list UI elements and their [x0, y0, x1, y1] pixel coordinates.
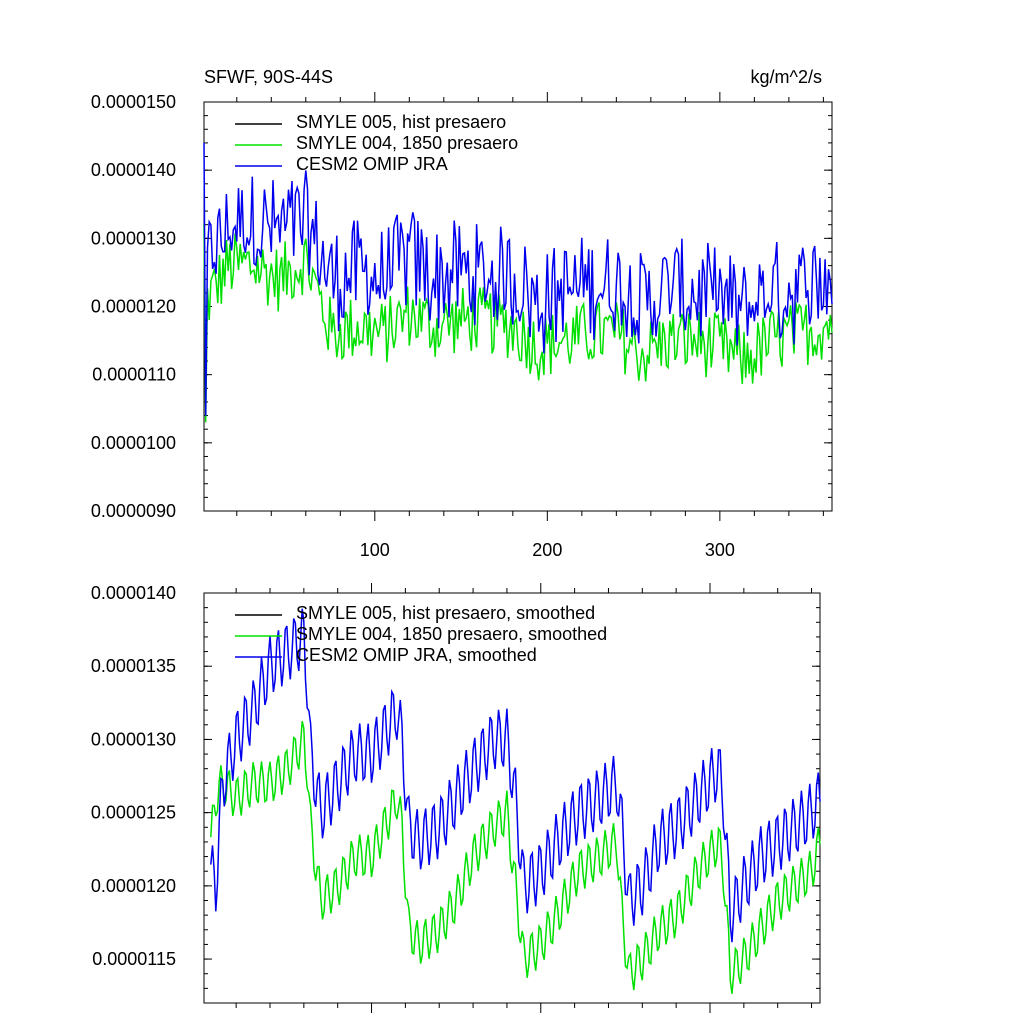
y-tick-label: 0.0000130: [91, 228, 176, 248]
y-tick-label: 0.0000140: [91, 583, 176, 603]
legend-label: CESM2 OMIP JRA: [296, 154, 448, 174]
x-tick-label: 100: [360, 540, 390, 560]
legend-label: CESM2 OMIP JRA, smoothed: [296, 645, 537, 665]
y-tick-label: 0.0000090: [91, 501, 176, 521]
chart-title: SFWF, 90S-44S: [204, 67, 333, 87]
panel-bottom: 0.0000115 0.0000120 0.0000125 0.0000130 0.00…: [91, 583, 821, 1013]
legend-label: SMYLE 005, hist presaero, smoothed: [296, 603, 595, 623]
legend: SMYLE 005, hist presaero, smoothedSMYLE …: [235, 603, 607, 665]
legend-label: SMYLE 005, hist presaero: [296, 112, 506, 132]
series-line: [210, 608, 821, 943]
tick-group: 0.0000115 0.0000120 0.0000125 0.0000130 0.00…: [91, 583, 820, 1013]
y-tick-label: 0.0000120: [91, 876, 176, 896]
y-tick-label: 0.0000120: [91, 297, 176, 317]
series-lines: [203, 142, 833, 423]
y-tick-label: 0.0000150: [91, 92, 176, 112]
series-lines: [210, 608, 821, 994]
legend-label: SMYLE 004, 1850 presaero: [296, 133, 518, 153]
y-tick-label: 0.0000140: [91, 160, 176, 180]
tick-group: 0.0000090 0.0000100 0.0000110 0.0000120 0.00…: [91, 92, 832, 560]
series-line: [203, 142, 833, 416]
x-tick-label: 300: [705, 540, 735, 560]
legend-label: SMYLE 004, 1850 presaero, smoothed: [296, 624, 607, 644]
y-tick-label: 0.0000125: [91, 803, 176, 823]
y-tick-label: 0.0000110: [92, 365, 176, 385]
series-line: [210, 721, 821, 994]
y-tick-label: 0.0000135: [91, 656, 176, 676]
y-tick-label: 0.0000115: [92, 949, 176, 969]
chart-units: kg/m^2/s: [751, 67, 822, 87]
x-tick-label: 200: [532, 540, 562, 560]
y-tick-label: 0.0000100: [91, 433, 176, 453]
y-tick-label: 0.0000130: [91, 729, 176, 749]
panel-top: SFWF, 90S-44S kg/m^2/s 0.0000090 0.000010…: [91, 67, 833, 560]
